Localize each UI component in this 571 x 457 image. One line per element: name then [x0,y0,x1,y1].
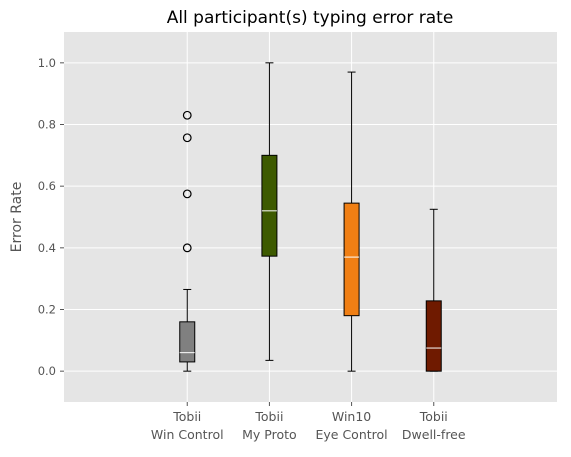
x-category-label-line2: Win Control [151,427,224,442]
x-axis-categories: Tobii Win Control Tobii My Proto Win10 Eye Co… [151,402,466,442]
x-category-label-line1: Win10 [332,409,371,424]
outlier-point [182,189,192,199]
y-tick-label: 0.6 [38,179,56,193]
y-tick-label: 0.2 [38,303,56,317]
chart-title: All participant(s) typing error rate [167,8,454,28]
y-tick-label: 0.8 [38,118,56,132]
y-axis-ticks: 0.0 0.2 0.4 0.6 0.8 1.0 [38,56,64,378]
outlier-point [182,133,192,143]
x-category-label-line2: Eye Control [316,427,388,442]
box-iqr [261,154,278,257]
outlier-point [182,243,192,253]
plot-background [64,32,557,402]
box-iqr [343,202,360,317]
x-category-label-line2: My Proto [242,427,297,442]
box-group [179,110,196,372]
x-category-label-line1: Tobii [419,409,448,424]
x-category-label-line1: Tobii [172,409,201,424]
x-category-label-line1: Tobii [254,409,283,424]
y-tick-label: 0.4 [38,241,56,255]
y-tick-label: 1.0 [38,56,56,70]
box-group [261,62,278,361]
y-tick-label: 0.0 [38,364,56,378]
boxes [179,62,442,372]
x-category-label-line2: Dwell-free [402,427,466,442]
box-group [343,71,360,372]
box-group [425,208,442,372]
y-axis-label: Error Rate [9,182,25,253]
box-iqr [179,321,196,363]
outlier-point [182,110,192,120]
box-iqr [425,300,442,372]
